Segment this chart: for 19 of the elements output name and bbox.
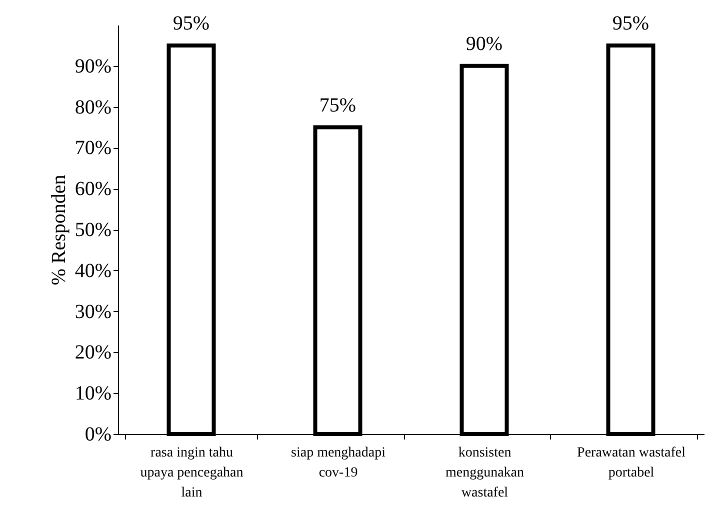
x-tick-label: rasa ingin tahu upaya pencegahan lain [140, 446, 244, 500]
x-tick-label: konsisten menggunakan wastafel [445, 446, 524, 500]
y-tick-label: 50% [74, 219, 112, 241]
y-tick-label: 40% [74, 260, 112, 282]
y-tick-label: 80% [74, 96, 112, 118]
y-tick-label: 70% [74, 137, 112, 160]
y-tick-label: 30% [74, 300, 112, 323]
data-label: 90% [466, 32, 503, 55]
x-tick-label: siap menghadapi cov-19 [291, 446, 386, 480]
y-tick-label: 10% [74, 382, 112, 405]
data-label: 95% [612, 12, 650, 34]
y-tick-label: 0% [84, 424, 112, 446]
data-label: 75% [319, 94, 356, 116]
y-tick-label: 60% [74, 178, 112, 200]
x-tick-label: Perawatan wastafel portabel [577, 446, 686, 480]
y-tick-label: 90% [74, 55, 112, 78]
data-label: 95% [172, 12, 210, 34]
y-tick-label: 20% [74, 342, 112, 364]
y-axis-title: % Responden [48, 174, 70, 286]
